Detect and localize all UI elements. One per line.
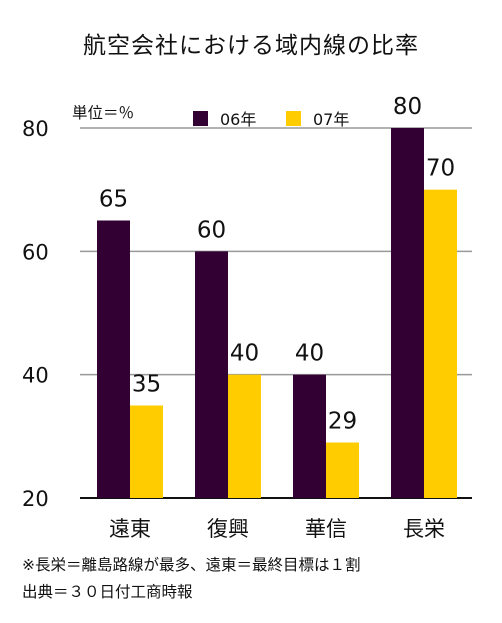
legend: 06年 07年	[193, 110, 349, 129]
labels: 20 40 60 80 65 35 遠東 60 40 復興 40 29 華信 80 70 長栄	[22, 94, 455, 541]
data-label: 70	[426, 156, 455, 182]
data-label: 65	[99, 187, 128, 213]
bar-s2	[130, 405, 163, 498]
legend-swatch	[286, 111, 301, 126]
bars	[97, 128, 457, 498]
y-tick-label: 20	[22, 487, 49, 511]
legend-label: 07年	[313, 110, 349, 129]
footnote-line-1: ※長栄＝離島路線が最多、遠東＝最終目標は１割	[22, 556, 361, 574]
bar-s1	[97, 220, 130, 498]
footnote-line-2: 出典＝３０日付工商時報	[22, 583, 193, 601]
legend-swatch	[193, 111, 208, 126]
data-label: 29	[328, 409, 357, 435]
x-tick-label: 長栄	[403, 517, 445, 541]
data-label: 35	[132, 372, 161, 398]
data-label: 40	[295, 341, 324, 367]
bar-s2	[424, 189, 457, 498]
data-label: 60	[197, 217, 226, 243]
x-tick-label: 復興	[207, 517, 249, 541]
x-tick-label: 遠東	[109, 517, 151, 541]
bar-s1	[391, 128, 424, 498]
bar-s1	[195, 251, 228, 498]
y-tick-label: 60	[22, 240, 49, 264]
legend-label: 06年	[220, 110, 256, 129]
x-tick-label: 華信	[305, 517, 347, 541]
data-label: 40	[230, 341, 259, 367]
bar-s2	[228, 374, 261, 498]
bar-s1	[293, 374, 326, 498]
y-tick-label: 40	[22, 364, 49, 388]
unit-label: 単位＝％	[72, 104, 134, 122]
y-tick-label: 80	[22, 117, 49, 141]
chart-title: 航空会社における域内線の比率	[83, 33, 419, 59]
bar-s2	[326, 442, 359, 498]
data-label: 80	[393, 94, 422, 120]
